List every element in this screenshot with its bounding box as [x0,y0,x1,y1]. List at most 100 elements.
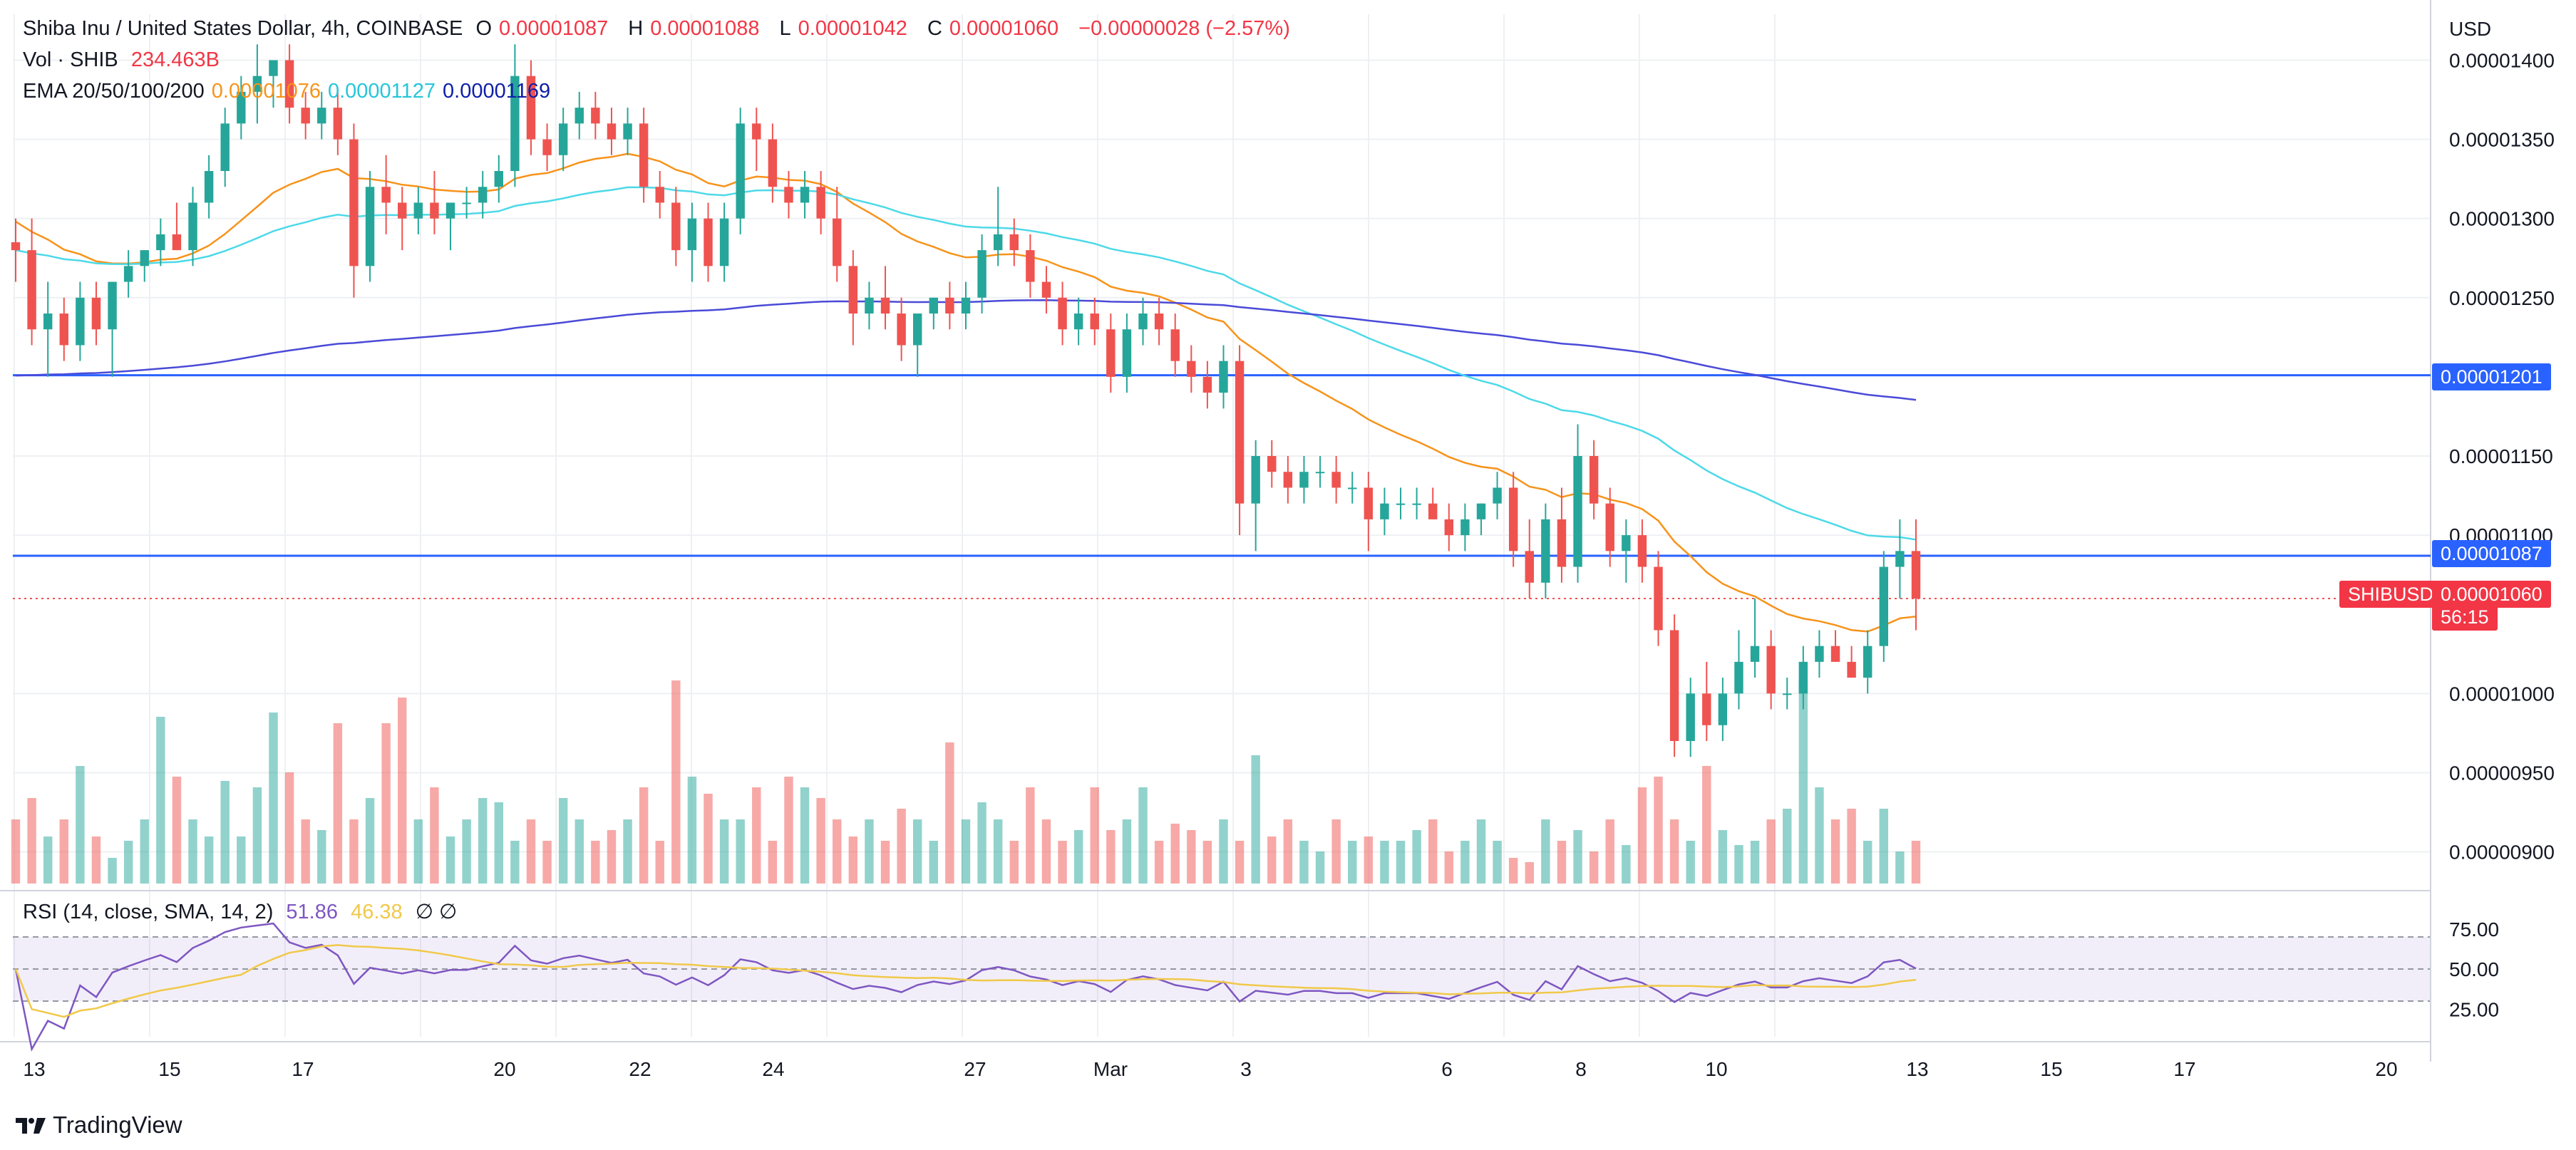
candle [188,187,197,266]
candle-body [687,218,697,251]
candle [1058,281,1067,346]
candle-body [1364,487,1374,519]
candle [1783,678,1792,710]
countdown-badge: 56:15 [2432,604,2498,631]
volume-bar [1476,819,1486,884]
candle [558,108,568,171]
volume-bar [156,717,165,884]
volume-bar [301,819,310,884]
volume-bar [752,787,761,884]
candle [27,218,36,346]
candle [1734,630,1743,710]
candle [91,281,101,346]
candle [1267,440,1277,488]
volume-bar [1702,766,1711,884]
candle [301,91,310,140]
candle [816,171,825,234]
candle [833,187,842,282]
candle-body [1299,472,1309,488]
candle [1364,472,1374,551]
volume-bar [1187,830,1196,884]
candle-body [1476,503,1486,519]
volume-bar [1654,777,1663,884]
candle [1090,297,1099,346]
volume-bar [526,819,536,884]
volume-bar [1460,841,1470,884]
candle [252,44,262,124]
candle-body [1058,297,1067,330]
candle [1476,503,1486,536]
candle-body [1605,503,1614,551]
volume-bar [1622,845,1631,884]
time-tick-label: 20 [2375,1058,2397,1080]
candle-body [1138,314,1148,330]
ema50-line [15,186,1917,541]
candle-body [1669,630,1679,741]
volume-bar [220,781,230,884]
volume-bar [816,798,825,884]
candle-body [1525,551,1534,583]
candle-body [848,266,858,314]
volume-legend[interactable]: Vol · SHIB 234.463B [23,47,227,73]
candle [349,123,359,298]
candle [478,171,488,219]
candle [510,44,520,187]
candle-body [800,187,810,203]
rsi-legend[interactable]: RSI (14, close, SMA, 14, 2) 51.86 46.38 … [23,899,464,925]
level-high-badge: 0.00001201 [2432,363,2551,390]
candle [1830,630,1840,662]
candle [140,250,149,282]
candle [800,171,810,219]
high-label: H 0.00001088 [628,17,760,40]
tradingview-logo[interactable]: TradingView [16,1112,182,1139]
candle-body [398,202,407,219]
volume-bar [865,819,874,884]
tradingview-logo-icon [16,1118,46,1134]
price-tick-label: 0.00001150 [2449,445,2553,467]
volume-bar [639,787,649,884]
candle-body [1589,456,1599,504]
volume-bar [365,798,375,884]
candle [1315,456,1325,488]
candle-body [1637,535,1647,567]
candle-body [1267,456,1277,472]
candle [1348,472,1357,504]
price-tick-label: 0.00000950 [2449,762,2555,784]
candle [365,171,375,282]
time-tick-label: 17 [292,1058,314,1080]
close-label: C 0.00001060 [927,17,1059,40]
candle-body [301,108,310,124]
candle-body [284,60,294,108]
volume-bar [1863,841,1872,884]
candle-body [317,108,326,124]
ema-legend[interactable]: EMA 20/50/100/200 0.00001076 0.00001127 0.0… [23,78,557,104]
candle-body [381,187,391,203]
rsi-sma-line [14,944,1917,1018]
candle [237,76,246,140]
candle [1412,487,1421,519]
candle-body [1830,646,1840,662]
volume-bar [1879,809,1889,884]
candle [1637,519,1647,583]
candle-body [494,171,504,187]
candle-body [671,202,681,251]
candle [1187,345,1196,393]
candle-body [1154,314,1164,330]
candle [671,187,681,266]
candle [1202,361,1212,409]
volume-bar [188,819,197,884]
candle [1863,630,1872,694]
volume-bar [1669,819,1679,884]
rsi-extra: ∅ ∅ [415,901,458,923]
time-tick-label: 24 [762,1058,784,1080]
volume-bar [237,836,246,884]
candle-body [1170,329,1180,361]
candle-body [123,266,133,282]
candle-body [736,123,745,219]
candle [704,202,713,282]
volume-bar [591,841,600,884]
volume-bar [43,836,53,884]
volume-bar [1283,819,1293,884]
candle [445,202,455,251]
